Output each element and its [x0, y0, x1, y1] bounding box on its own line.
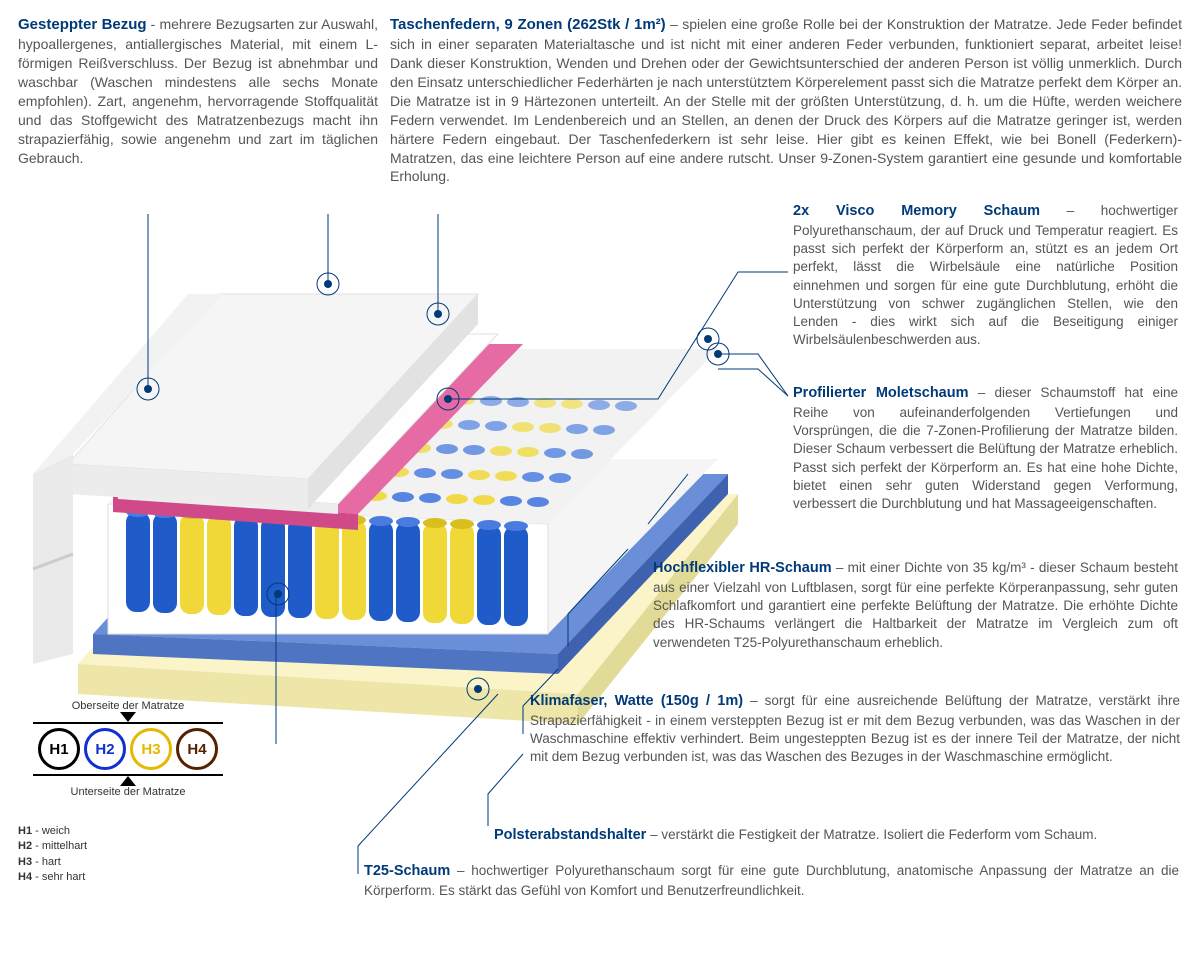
callout-molet: Profilierter Moletschaum – dieser Schaum… [793, 384, 1178, 513]
springs-description: Taschenfedern, 9 Zonen (262Stk / 1m²) – … [390, 15, 1182, 186]
hardness-h1: H1 [38, 728, 80, 770]
hardness-h4: H4 [176, 728, 218, 770]
hardness-label-h1: H1 - weich [18, 824, 238, 839]
arrow-down-icon [120, 712, 136, 722]
cover-description: Gesteppter Bezug - mehrere Bezugsarten z… [18, 15, 378, 167]
cover-title: Gesteppter Bezug [18, 16, 147, 33]
hardness-label-h3: H3 - hart [18, 855, 238, 870]
springs-title: Taschenfedern, 9 Zonen (262Stk / 1m²) [390, 16, 666, 33]
hardness-h2: H2 [84, 728, 126, 770]
callout-t25: T25-Schaum – hochwertiger Polyurethansch… [364, 862, 1179, 900]
callout-polster: Polsterabstandshalter – verstärkt die Fe… [494, 826, 1179, 846]
callout-klima: Klimafaser, Watte (150g / 1m) – sorgt fü… [530, 692, 1180, 766]
callout-hr: Hochflexibler HR-Schaum – mit einer Dich… [653, 559, 1178, 651]
hardness-label-h2: H2 - mittelhart [18, 839, 238, 854]
hardness-label-h4: H4 - sehr hart [18, 870, 238, 885]
callout-visco: 2x Visco Memory Schaum – hochwertiger Po… [793, 202, 1178, 349]
hardness-h3: H3 [130, 728, 172, 770]
hardness-legend: Oberseite der Matratze H1H2H3H4 Untersei… [18, 700, 238, 886]
arrow-up-icon [120, 776, 136, 786]
